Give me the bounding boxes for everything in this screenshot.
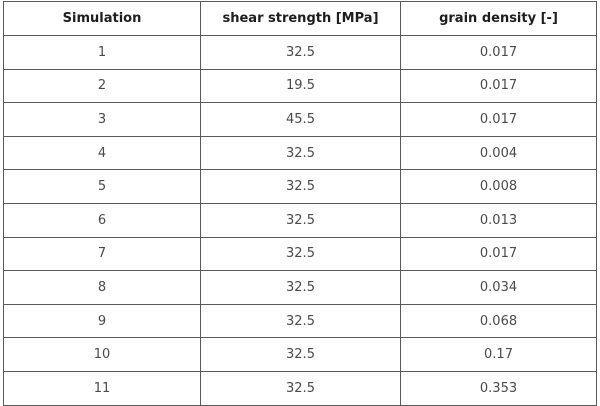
grain-density-cell: 0.17: [400, 337, 597, 372]
shear-strength-cell: 32.5: [200, 236, 401, 272]
shear-strength-cell: 32.5: [200, 35, 401, 70]
simulation-cell: 11: [3, 370, 201, 406]
table-row: 3 45.5 0.017: [3, 102, 597, 137]
simulation-cell: 9: [3, 303, 201, 339]
table-row: 7 32.5 0.017: [3, 236, 597, 272]
grain-density-cell: 0.353: [400, 370, 597, 406]
shear-strength-cell: 19.5: [200, 68, 401, 104]
grain-density-cell: 0.017: [400, 68, 597, 104]
grain-density-cell: 0.068: [400, 303, 597, 339]
grain-density-cell: 0.034: [400, 270, 597, 305]
column-header-shear-strength: shear strength [MPa]: [200, 1, 401, 36]
shear-strength-cell: 32.5: [200, 270, 401, 305]
simulation-cell: 1: [3, 35, 201, 70]
table-row: 8 32.5 0.034: [3, 270, 597, 305]
simulation-cell: 5: [3, 169, 201, 204]
simulation-cell: 8: [3, 270, 201, 305]
grain-density-cell: 0.008: [400, 169, 597, 204]
shear-strength-cell: 32.5: [200, 135, 401, 171]
shear-strength-cell: 32.5: [200, 202, 401, 238]
simulation-cell: 4: [3, 135, 201, 171]
table-body: 1 32.5 0.017 2 19.5 0.017 3 45.5 0.017 4…: [3, 35, 597, 406]
table-row: 1 32.5 0.017: [3, 35, 597, 70]
grain-density-cell: 0.017: [400, 102, 597, 137]
table-row: 11 32.5 0.353: [3, 370, 597, 406]
table-row: 4 32.5 0.004: [3, 135, 597, 171]
shear-strength-cell: 45.5: [200, 102, 401, 137]
table-row: 10 32.5 0.17: [3, 337, 597, 372]
simulation-cell: 10: [3, 337, 201, 372]
shear-strength-cell: 32.5: [200, 169, 401, 204]
table-row: 9 32.5 0.068: [3, 303, 597, 339]
simulation-cell: 7: [3, 236, 201, 272]
grain-density-cell: 0.017: [400, 236, 597, 272]
simulation-parameters-table: Simulation shear strength [MPa] grain de…: [3, 1, 597, 406]
shear-strength-cell: 32.5: [200, 337, 401, 372]
grain-density-cell: 0.013: [400, 202, 597, 238]
column-header-grain-density: grain density [-]: [400, 1, 597, 36]
grain-density-cell: 0.017: [400, 35, 597, 70]
table-row: 5 32.5 0.008: [3, 169, 597, 204]
shear-strength-cell: 32.5: [200, 370, 401, 406]
table-header-row: Simulation shear strength [MPa] grain de…: [3, 1, 597, 36]
table-row: 2 19.5 0.017: [3, 68, 597, 104]
simulation-cell: 6: [3, 202, 201, 238]
table-row: 6 32.5 0.013: [3, 202, 597, 238]
simulation-cell: 3: [3, 102, 201, 137]
simulation-cell: 2: [3, 68, 201, 104]
shear-strength-cell: 32.5: [200, 303, 401, 339]
column-header-simulation: Simulation: [3, 1, 201, 36]
grain-density-cell: 0.004: [400, 135, 597, 171]
